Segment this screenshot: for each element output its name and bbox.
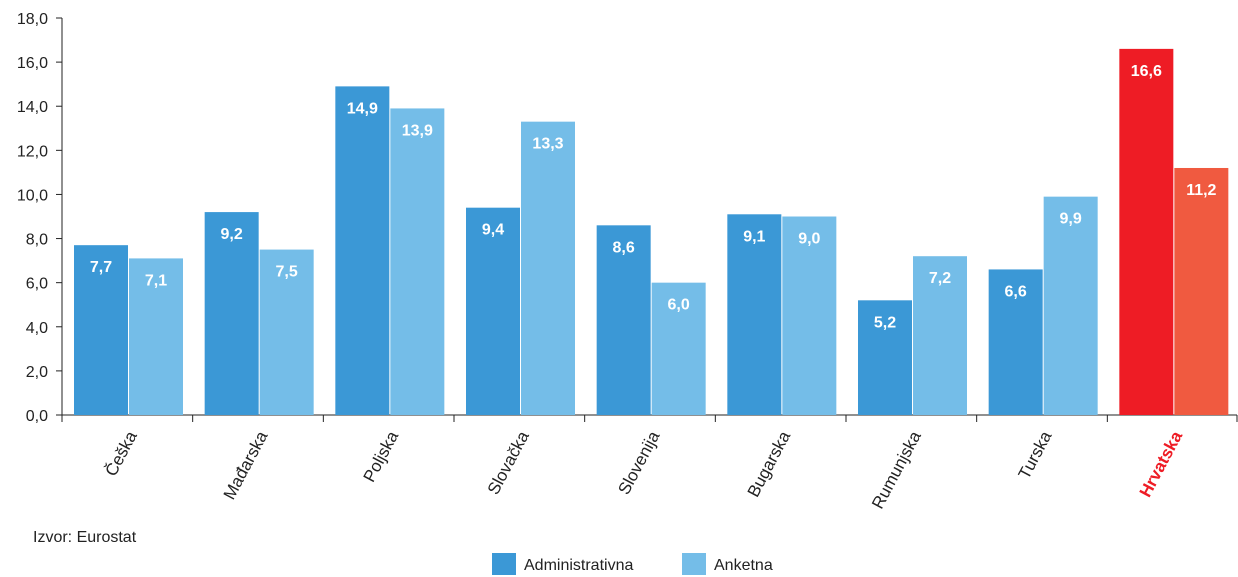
y-tick-label: 8,0 (26, 232, 48, 249)
data-label: 13,9 (402, 122, 433, 139)
data-label: 9,2 (221, 226, 243, 243)
bar (596, 225, 651, 415)
data-label: 9,0 (798, 231, 820, 248)
data-label: 6,0 (668, 297, 690, 314)
category-label: Rumunjska (868, 427, 925, 511)
category-label: Mađarska (220, 427, 272, 502)
data-label: 8,6 (613, 239, 635, 256)
bar (1043, 196, 1098, 415)
legend-label: Administrativna (524, 557, 633, 574)
y-tick-label: 14,0 (17, 99, 48, 116)
category-label: Bugarska (744, 427, 795, 500)
data-label: 9,4 (482, 222, 504, 239)
data-label: 5,2 (874, 314, 896, 331)
data-label: 14,9 (347, 100, 378, 117)
category-label: Turska (1015, 427, 1056, 482)
y-tick-label: 10,0 (17, 187, 48, 204)
legend-swatch (492, 553, 516, 575)
bar (651, 282, 706, 415)
bar (74, 245, 128, 415)
legend-label: Anketna (714, 557, 773, 574)
data-label: 7,1 (145, 272, 167, 289)
y-tick-label: 16,0 (17, 55, 48, 72)
y-tick-label: 4,0 (26, 320, 48, 337)
bar (1174, 167, 1229, 415)
bar (466, 207, 520, 415)
data-label: 16,6 (1131, 63, 1162, 80)
bar (913, 256, 967, 415)
data-labels: 7,7 7,1 9,2 7,5 14,9 13,9 9,4 13,3 8,6 6,0 9,1 9,0 5… (90, 63, 1217, 331)
category-labels: Češka Mađarska Poljska Slovačka Slovenija Bug… (101, 427, 1186, 511)
bar (727, 214, 782, 415)
y-tick-label: 18,0 (17, 11, 48, 28)
bar (858, 300, 912, 415)
y-tick-label: 0,0 (26, 408, 48, 425)
data-label: 7,5 (276, 264, 298, 281)
data-label: 9,9 (1060, 211, 1082, 228)
y-tick-label: 12,0 (17, 143, 48, 160)
category-label: Slovačka (484, 427, 533, 497)
legend-swatch (682, 553, 706, 575)
bar (1119, 48, 1174, 415)
bar (129, 258, 183, 415)
data-label: 7,7 (90, 259, 112, 276)
bar (204, 212, 259, 415)
bar (782, 216, 837, 415)
category-label: Poljska (360, 427, 403, 485)
y-tick-label: 2,0 (26, 364, 48, 381)
data-label: 13,3 (532, 136, 563, 153)
bar (988, 269, 1043, 415)
data-label: 11,2 (1186, 182, 1216, 199)
y-axis: 0,0 2,0 4,0 6,0 8,0 10,0 12,0 14,0 16,0 18,0 (17, 11, 63, 425)
category-label: Slovenija (614, 427, 663, 497)
category-label: Češka (101, 427, 141, 479)
bar (390, 108, 445, 415)
x-axis (61, 414, 1238, 422)
data-label: 9,1 (743, 228, 765, 245)
source-note: Izvor: Eurostat (33, 529, 137, 546)
category-label: Hrvatska (1136, 427, 1187, 500)
bars (74, 48, 1229, 416)
data-label: 7,2 (929, 270, 951, 287)
bar (335, 86, 390, 415)
bar (521, 121, 575, 416)
bar (259, 249, 314, 415)
legend: Administrativna Anketna (492, 553, 773, 575)
data-label: 6,6 (1005, 283, 1027, 300)
y-tick-label: 6,0 (26, 276, 48, 293)
